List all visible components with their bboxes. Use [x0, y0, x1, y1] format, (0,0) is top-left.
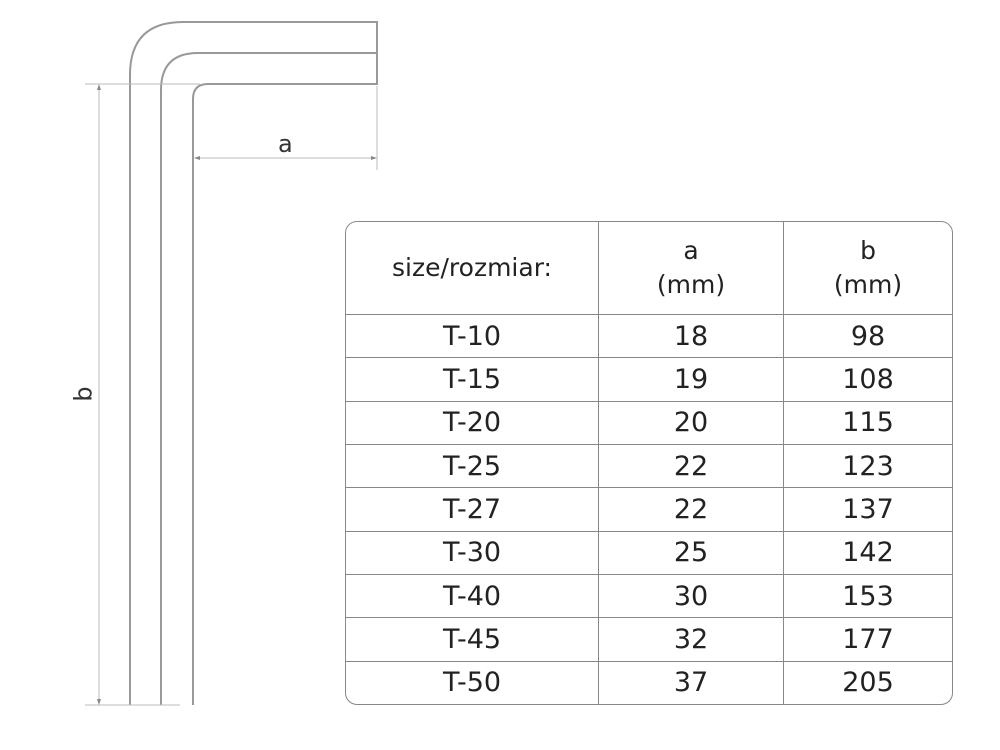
dim-b-arrow-bottom	[97, 699, 101, 705]
dim-a-label: a	[278, 130, 293, 158]
cell-size: T-50	[346, 660, 599, 704]
header-a-text: a	[683, 236, 699, 265]
dim-a-arrow-right	[371, 156, 377, 160]
size-table: size/rozmiar: a (mm) b (mm) T-10 18 98 T-15 19…	[345, 221, 953, 705]
cell-size: T-15	[346, 357, 599, 402]
cell-b: 177	[783, 617, 952, 662]
cell-size: T-30	[346, 530, 599, 576]
table-row: T-45 32 177	[346, 617, 952, 662]
cell-size: T-10	[346, 313, 599, 359]
table-row: T-27 22 137	[346, 487, 952, 532]
cell-a: 32	[598, 617, 784, 662]
cell-size: T-27	[346, 487, 599, 532]
cell-b: 98	[783, 313, 952, 359]
dim-a-arrow-left	[194, 156, 200, 160]
cell-a: 22	[598, 487, 784, 532]
cell-a: 30	[598, 574, 784, 619]
cell-b: 205	[783, 660, 952, 704]
header-a-unit: (mm)	[656, 270, 726, 299]
key-outer-outline	[129, 21, 378, 705]
cell-size: T-20	[346, 400, 599, 446]
cell-a: 19	[598, 357, 784, 402]
cell-b: 108	[783, 357, 952, 402]
cell-b: 153	[783, 574, 952, 619]
header-size: size/rozmiar:	[346, 222, 599, 315]
table-row: T-40 30 153	[346, 574, 952, 619]
table-row: T-50 37 205	[346, 660, 952, 704]
header-b-text: b	[860, 236, 876, 265]
cell-a: 25	[598, 530, 784, 576]
header-b-unit: (mm)	[833, 270, 903, 299]
cell-size: T-25	[346, 444, 599, 489]
cell-size: T-45	[346, 617, 599, 662]
cell-a: 18	[598, 313, 784, 359]
table-row: T-25 22 123	[346, 444, 952, 489]
cell-b: 123	[783, 444, 952, 489]
table-row: T-10 18 98	[346, 313, 952, 359]
cell-b: 115	[783, 400, 952, 446]
cell-a: 20	[598, 400, 784, 446]
cell-a: 37	[598, 660, 784, 704]
cell-a: 22	[598, 444, 784, 489]
table-row: T-20 20 115	[346, 400, 952, 446]
dim-b-arrow-top	[97, 84, 101, 90]
cell-b: 142	[783, 530, 952, 576]
dim-b-label: b	[69, 386, 98, 402]
header-a: a (mm)	[598, 222, 784, 315]
header-b: b (mm)	[783, 222, 952, 315]
key-middle-line	[160, 52, 377, 705]
table-row: T-30 25 142	[346, 530, 952, 576]
table-row: T-15 19 108	[346, 357, 952, 402]
header-size-text: size/rozmiar:	[392, 253, 552, 282]
cell-size: T-40	[346, 574, 599, 619]
table-header-row: size/rozmiar: a (mm) b (mm)	[346, 222, 952, 315]
cell-b: 137	[783, 487, 952, 532]
